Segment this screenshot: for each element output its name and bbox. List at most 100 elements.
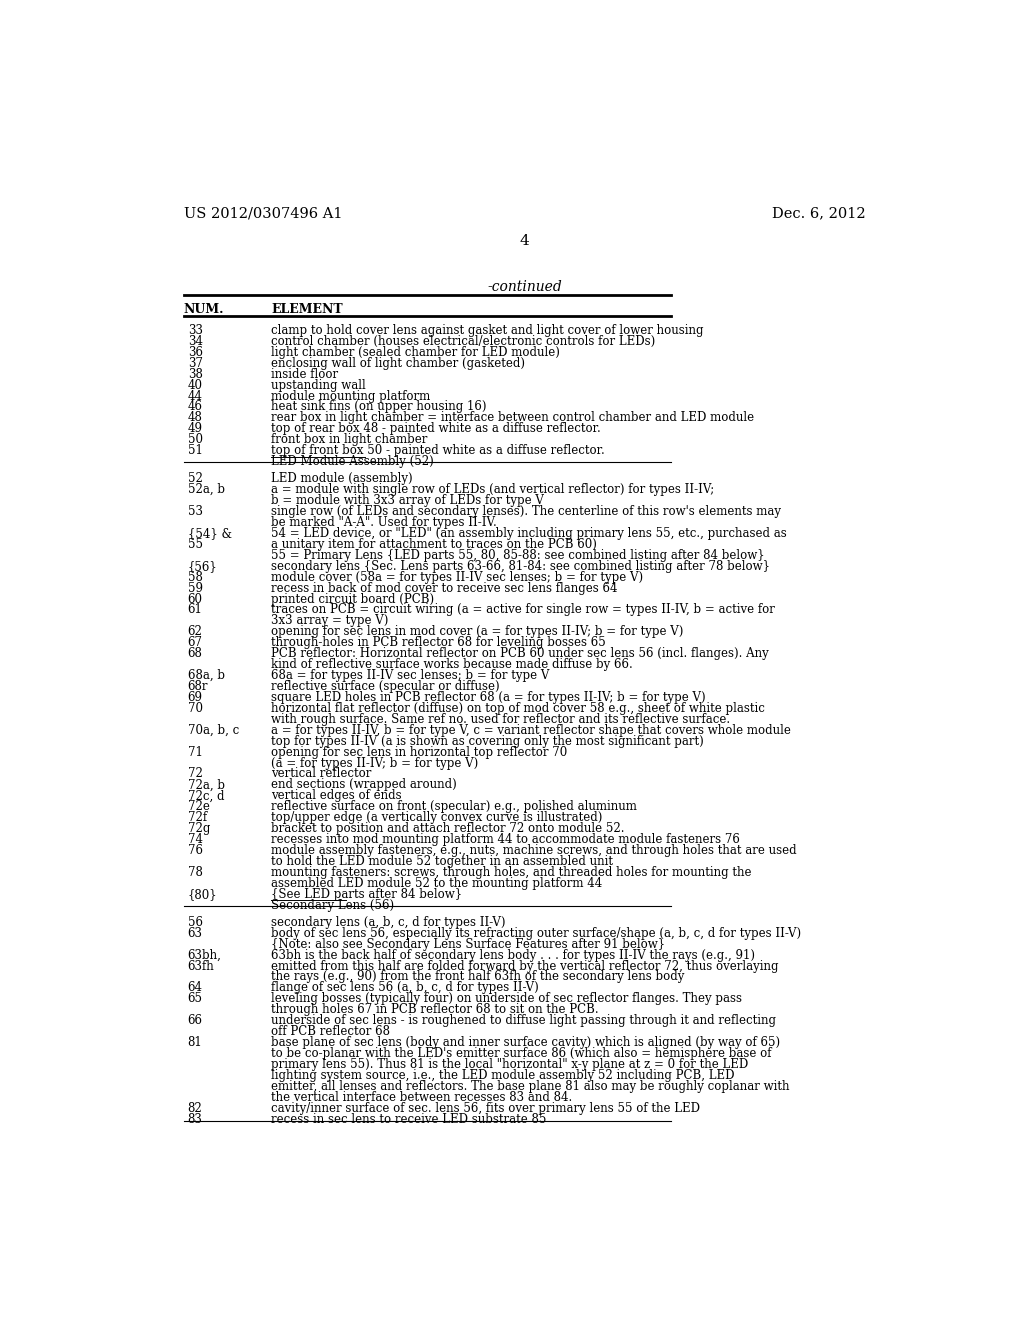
Text: 52a, b: 52a, b — [187, 483, 224, 496]
Text: enclosing wall of light chamber (gasketed): enclosing wall of light chamber (gaskete… — [271, 356, 525, 370]
Text: 37: 37 — [187, 356, 203, 370]
Text: heat sink fins (on upper housing 16): heat sink fins (on upper housing 16) — [271, 400, 486, 413]
Text: US 2012/0307496 A1: US 2012/0307496 A1 — [183, 206, 342, 220]
Text: 34: 34 — [187, 335, 203, 348]
Text: ELEMENT: ELEMENT — [271, 304, 343, 317]
Text: front box in light chamber: front box in light chamber — [271, 433, 428, 446]
Text: flange of sec lens 56 (a, b, c, d for types II-V): flange of sec lens 56 (a, b, c, d for ty… — [271, 981, 539, 994]
Text: 33: 33 — [187, 323, 203, 337]
Text: 53: 53 — [187, 506, 203, 517]
Text: a unitary item for attachment to traces on the PCB 60): a unitary item for attachment to traces … — [271, 537, 597, 550]
Text: 52: 52 — [187, 473, 203, 486]
Text: to be co-planar with the LED's emitter surface 86 (which also = hemisphere base : to be co-planar with the LED's emitter s… — [271, 1047, 772, 1060]
Text: 62: 62 — [187, 626, 203, 639]
Text: lighting system source, i.e., the LED module assembly 52 including PCB, LED: lighting system source, i.e., the LED mo… — [271, 1069, 735, 1082]
Text: single row (of LEDs and secondary lenses). The centerline of this row's elements: single row (of LEDs and secondary lenses… — [271, 506, 781, 517]
Text: 54 = LED device, or "LED" (an assembly including primary lens 55, etc., purchase: 54 = LED device, or "LED" (an assembly i… — [271, 527, 787, 540]
Text: 67: 67 — [187, 636, 203, 649]
Text: base plane of sec lens (body and inner surface cavity) which is aligned (by way : base plane of sec lens (body and inner s… — [271, 1036, 780, 1049]
Text: secondary lens {Sec. Lens parts 63-66, 81-84: see combined listing after 78 belo: secondary lens {Sec. Lens parts 63-66, 8… — [271, 560, 770, 573]
Text: assembled LED module 52 to the mounting platform 44: assembled LED module 52 to the mounting … — [271, 876, 603, 890]
Text: inside floor: inside floor — [271, 368, 339, 380]
Text: 36: 36 — [187, 346, 203, 359]
Text: rear box in light chamber = interface between control chamber and LED module: rear box in light chamber = interface be… — [271, 412, 755, 425]
Text: -continued: -continued — [487, 280, 562, 294]
Text: mounting fasteners: screws, through holes, and threaded holes for mounting the: mounting fasteners: screws, through hole… — [271, 866, 752, 879]
Text: underside of sec lens - is roughened to diffuse light passing through it and ref: underside of sec lens - is roughened to … — [271, 1014, 776, 1027]
Text: horizontal flat reflector (diffuse) on top of mod cover 58 e.g., sheet of white : horizontal flat reflector (diffuse) on t… — [271, 702, 765, 715]
Text: recess in sec lens to receive LED substrate 85: recess in sec lens to receive LED substr… — [271, 1113, 547, 1126]
Text: to hold the LED module 52 together in an assembled unit: to hold the LED module 52 together in an… — [271, 855, 613, 869]
Text: 44: 44 — [187, 389, 203, 403]
Text: emitted from this half are folded forward by the vertical reflector 72, thus ove: emitted from this half are folded forwar… — [271, 960, 779, 973]
Text: 78: 78 — [187, 866, 203, 879]
Text: PCB reflector: Horizontal reflector on PCB 60 under sec lens 56 (incl. flanges).: PCB reflector: Horizontal reflector on P… — [271, 647, 769, 660]
Text: 3x3 array = type V): 3x3 array = type V) — [271, 614, 389, 627]
Text: 68a, b: 68a, b — [187, 669, 224, 682]
Text: upstanding wall: upstanding wall — [271, 379, 367, 392]
Text: module assembly fasteners, e.g., nuts, machine screws, and through holes that ar: module assembly fasteners, e.g., nuts, m… — [271, 843, 797, 857]
Text: 63: 63 — [187, 927, 203, 940]
Text: 64: 64 — [187, 981, 203, 994]
Text: 70: 70 — [187, 702, 203, 715]
Text: 82: 82 — [187, 1102, 203, 1114]
Text: bracket to position and attach reflector 72 onto module 52.: bracket to position and attach reflector… — [271, 822, 625, 836]
Text: LED Module Assembly (52): LED Module Assembly (52) — [271, 455, 434, 469]
Text: 71: 71 — [187, 746, 203, 759]
Text: 70a, b, c: 70a, b, c — [187, 723, 239, 737]
Text: secondary lens (a, b, c, d for types II-V): secondary lens (a, b, c, d for types II-… — [271, 916, 506, 929]
Text: a = for types II-IV, b = for type V, c = variant reflector shape that covers who: a = for types II-IV, b = for type V, c =… — [271, 723, 792, 737]
Text: 55: 55 — [187, 537, 203, 550]
Text: vertical reflector: vertical reflector — [271, 767, 372, 780]
Text: 48: 48 — [187, 412, 203, 425]
Text: 49: 49 — [187, 422, 203, 436]
Text: recesses into mod mounting platform 44 to accommodate module fasteners 76: recesses into mod mounting platform 44 t… — [271, 833, 740, 846]
Text: 56: 56 — [187, 916, 203, 929]
Text: 68r: 68r — [187, 680, 208, 693]
Text: 83: 83 — [187, 1113, 203, 1126]
Text: recess in back of mod cover to receive sec lens flanges 64: recess in back of mod cover to receive s… — [271, 582, 617, 594]
Text: Secondary Lens (56): Secondary Lens (56) — [271, 899, 394, 912]
Text: module mounting platform: module mounting platform — [271, 389, 431, 403]
Text: opening for sec lens in horizontal top reflector 70: opening for sec lens in horizontal top r… — [271, 746, 567, 759]
Text: off PCB reflector 68: off PCB reflector 68 — [271, 1026, 390, 1038]
Text: 81: 81 — [187, 1036, 203, 1049]
Text: top for types II-IV (a is shown as covering only the most significant part): top for types II-IV (a is shown as cover… — [271, 735, 705, 747]
Text: 50: 50 — [187, 433, 203, 446]
Text: reflective surface on front (specular) e.g., polished aluminum: reflective surface on front (specular) e… — [271, 800, 637, 813]
Text: top/upper edge (a vertically convex curve is illustrated): top/upper edge (a vertically convex curv… — [271, 812, 603, 824]
Text: square LED holes in PCB reflector 68 (a = for types II-IV; b = for type V): square LED holes in PCB reflector 68 (a … — [271, 690, 706, 704]
Text: (a = for types II-IV; b = for type V): (a = for types II-IV; b = for type V) — [271, 756, 478, 770]
Text: 63fh: 63fh — [187, 960, 214, 973]
Text: opening for sec lens in mod cover (a = for types II-IV; b = for type V): opening for sec lens in mod cover (a = f… — [271, 626, 684, 639]
Text: {54} &: {54} & — [187, 527, 231, 540]
Text: module cover (58a = for types II-IV sec lenses; b = for type V): module cover (58a = for types II-IV sec … — [271, 570, 643, 583]
Text: 46: 46 — [187, 400, 203, 413]
Text: vertical edges of ends: vertical edges of ends — [271, 789, 402, 803]
Text: 72g: 72g — [187, 822, 210, 836]
Text: top of rear box 48 - painted white as a diffuse reflector.: top of rear box 48 - painted white as a … — [271, 422, 601, 436]
Text: clamp to hold cover lens against gasket and light cover of lower housing: clamp to hold cover lens against gasket … — [271, 323, 703, 337]
Text: 61: 61 — [187, 603, 203, 616]
Text: the vertical interface between recesses 83 and 84.: the vertical interface between recesses … — [271, 1090, 572, 1104]
Text: the rays (e.g., 90) from the front half 63fh of the secondary lens body: the rays (e.g., 90) from the front half … — [271, 970, 685, 983]
Text: a = module with single row of LEDs (and vertical reflector) for types II-IV;: a = module with single row of LEDs (and … — [271, 483, 715, 496]
Text: 63bh,: 63bh, — [187, 949, 221, 961]
Text: traces on PCB = circuit wiring (a = active for single row = types II-IV, b = act: traces on PCB = circuit wiring (a = acti… — [271, 603, 775, 616]
Text: 68a = for types II-IV sec lenses; b = for type V: 68a = for types II-IV sec lenses; b = fo… — [271, 669, 550, 682]
Text: 72e: 72e — [187, 800, 210, 813]
Text: {80}: {80} — [187, 888, 217, 900]
Text: 65: 65 — [187, 993, 203, 1006]
Text: 76: 76 — [187, 843, 203, 857]
Text: control chamber (houses electrical/electronic controls for LEDs): control chamber (houses electrical/elect… — [271, 335, 655, 348]
Text: 72: 72 — [187, 767, 203, 780]
Text: {See LED parts after 84 below}: {See LED parts after 84 below} — [271, 888, 463, 900]
Text: 4: 4 — [520, 234, 529, 248]
Text: 68: 68 — [187, 647, 203, 660]
Text: 51: 51 — [187, 445, 203, 457]
Text: 69: 69 — [187, 690, 203, 704]
Text: kind of reflective surface works because made diffuse by 66.: kind of reflective surface works because… — [271, 659, 633, 671]
Text: cavity/inner surface of sec. lens 56, fits over primary lens 55 of the LED: cavity/inner surface of sec. lens 56, fi… — [271, 1102, 700, 1114]
Text: 63bh is the back half of secondary lens body . . . for types II-IV the rays (e.g: 63bh is the back half of secondary lens … — [271, 949, 756, 961]
Text: b = module with 3x3 array of LEDs for type V: b = module with 3x3 array of LEDs for ty… — [271, 494, 544, 507]
